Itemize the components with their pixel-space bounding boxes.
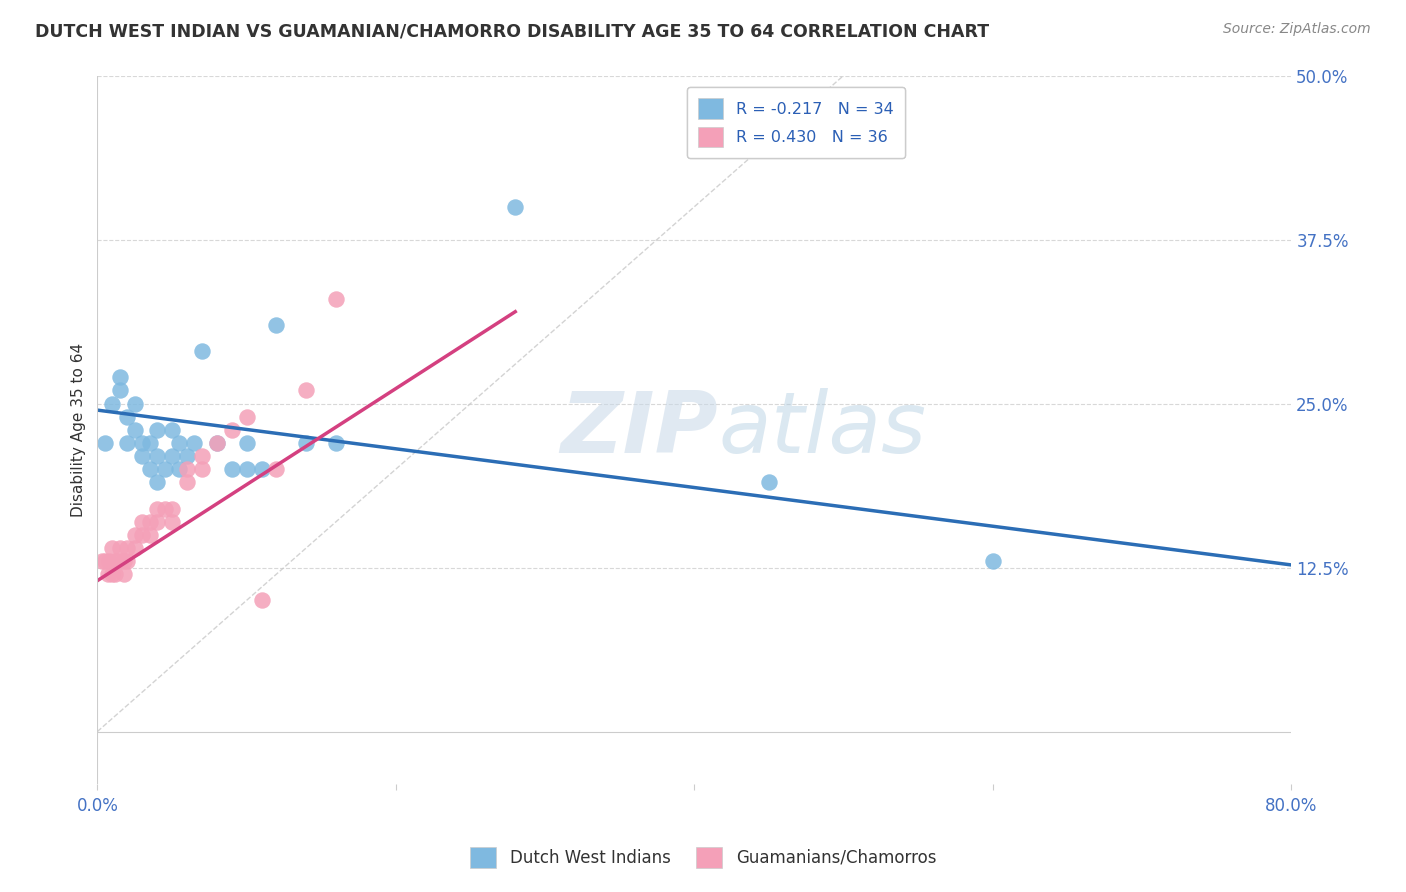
Point: [160, 423, 183, 437]
Point: [503, 200, 526, 214]
Point: [183, 436, 205, 450]
Point: [98, 554, 121, 568]
Point: [160, 449, 183, 463]
Point: [115, 554, 138, 568]
Point: [235, 409, 257, 424]
Legend: R = -0.217   N = 34, R = 0.430   N = 36: R = -0.217 N = 34, R = 0.430 N = 36: [686, 87, 905, 159]
Point: [266, 318, 288, 332]
Point: [138, 462, 160, 476]
Point: [250, 593, 273, 607]
Point: [138, 515, 160, 529]
Point: [205, 436, 228, 450]
Point: [176, 462, 198, 476]
Point: [235, 436, 257, 450]
Point: [94, 554, 117, 568]
Point: [325, 436, 347, 450]
Point: [124, 423, 146, 437]
Point: [176, 449, 198, 463]
Point: [101, 567, 124, 582]
Point: [108, 554, 131, 568]
Point: [112, 567, 135, 582]
Point: [146, 501, 169, 516]
Point: [138, 436, 160, 450]
Point: [266, 462, 288, 476]
Point: [112, 554, 135, 568]
Point: [124, 396, 146, 410]
Point: [115, 436, 138, 450]
Point: [758, 475, 780, 490]
Point: [153, 501, 176, 516]
Text: ZIP: ZIP: [561, 388, 718, 471]
Y-axis label: Disability Age 35 to 64: Disability Age 35 to 64: [72, 343, 86, 516]
Text: DUTCH WEST INDIAN VS GUAMANIAN/CHAMORRO DISABILITY AGE 35 TO 64 CORRELATION CHAR: DUTCH WEST INDIAN VS GUAMANIAN/CHAMORRO …: [35, 22, 990, 40]
Point: [325, 292, 347, 306]
Point: [104, 567, 127, 582]
Point: [191, 344, 214, 359]
Point: [176, 475, 198, 490]
Point: [146, 449, 169, 463]
Point: [205, 436, 228, 450]
Point: [97, 567, 120, 582]
Point: [153, 462, 176, 476]
Point: [295, 436, 318, 450]
Point: [146, 475, 169, 490]
Point: [104, 554, 127, 568]
Point: [131, 515, 153, 529]
Point: [169, 436, 191, 450]
Point: [108, 370, 131, 384]
Text: atlas: atlas: [718, 388, 927, 471]
Point: [131, 449, 153, 463]
Point: [191, 462, 214, 476]
Point: [90, 554, 112, 568]
Point: [131, 528, 153, 542]
Point: [160, 501, 183, 516]
Point: [981, 554, 1004, 568]
Point: [146, 515, 169, 529]
Point: [250, 462, 273, 476]
Text: Source: ZipAtlas.com: Source: ZipAtlas.com: [1223, 22, 1371, 37]
Point: [169, 462, 191, 476]
Point: [101, 541, 124, 555]
Point: [124, 541, 146, 555]
Point: [138, 528, 160, 542]
Point: [295, 384, 318, 398]
Point: [160, 515, 183, 529]
Point: [221, 423, 243, 437]
Point: [101, 396, 124, 410]
Point: [124, 528, 146, 542]
Point: [221, 462, 243, 476]
Point: [131, 436, 153, 450]
Legend: Dutch West Indians, Guamanians/Chamorros: Dutch West Indians, Guamanians/Chamorros: [463, 840, 943, 875]
Point: [191, 449, 214, 463]
Point: [108, 541, 131, 555]
Point: [115, 541, 138, 555]
Point: [146, 423, 169, 437]
Point: [235, 462, 257, 476]
Point: [94, 436, 117, 450]
Point: [108, 384, 131, 398]
Point: [115, 409, 138, 424]
